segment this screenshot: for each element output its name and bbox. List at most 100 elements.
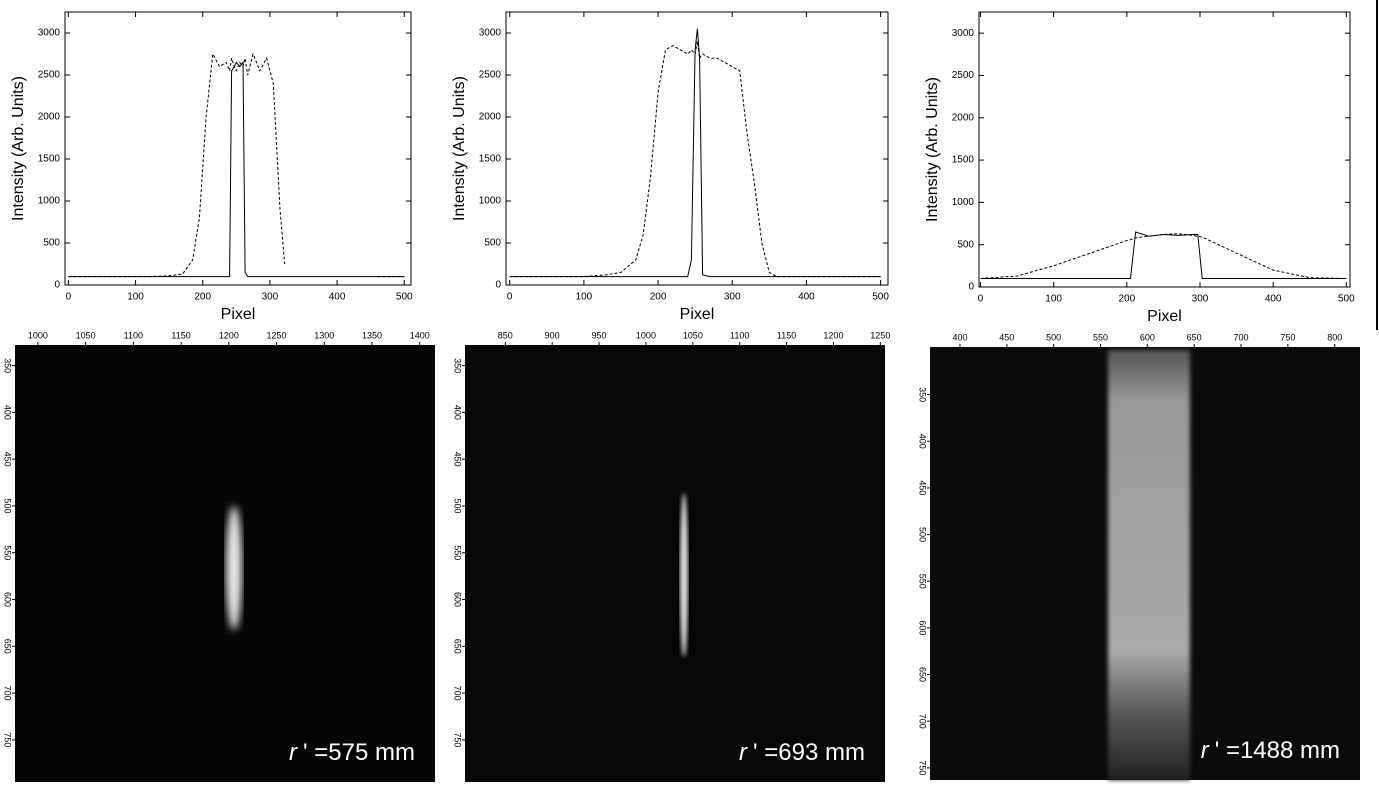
x-tick-label: 300 xyxy=(724,292,741,303)
x-tick-label: 1100 xyxy=(124,330,143,340)
series-line xyxy=(509,41,881,278)
x-tick-label: 200 xyxy=(1118,294,1135,305)
y-tick-label: 550 xyxy=(3,545,13,560)
x-axis-label: Pixel xyxy=(680,306,715,323)
y-tick-label: 600 xyxy=(453,592,463,607)
x-tick-label: 1200 xyxy=(823,330,843,340)
x-tick-label: 0 xyxy=(66,292,72,303)
x-tick-label: 1050 xyxy=(683,330,703,340)
x-tick-label: 500 xyxy=(396,292,413,303)
y-tick-label: 2500 xyxy=(952,70,975,81)
annotation-symbol: r xyxy=(289,739,298,766)
x-tick-label: 400 xyxy=(952,332,967,342)
x-tick-label: 100 xyxy=(1045,294,1062,305)
y-tick-label: 600 xyxy=(3,592,13,607)
y-tick-label: 500 xyxy=(484,238,501,249)
y-tick-label: 550 xyxy=(453,545,463,560)
x-tick-label: 400 xyxy=(1265,294,1282,305)
plot-frame xyxy=(64,11,412,286)
x-tick-label: 0 xyxy=(978,294,984,305)
plot-frame xyxy=(505,11,889,286)
image-background xyxy=(465,345,885,782)
x-tick-label: 200 xyxy=(194,292,211,303)
y-axis-label: Intensity (Arb. Units) xyxy=(451,76,468,221)
x-tick-label: 700 xyxy=(1234,332,1249,342)
y-tick-label: 750 xyxy=(453,732,463,747)
y-tick-label: 1500 xyxy=(479,154,502,165)
x-tick-label: 1100 xyxy=(730,330,749,340)
y-tick-label: 700 xyxy=(918,714,928,729)
y-tick-label: 1500 xyxy=(952,155,975,166)
y-tick-label: 1000 xyxy=(479,196,502,207)
x-tick-label: 1050 xyxy=(76,330,96,340)
y-tick-label: 400 xyxy=(3,405,13,420)
beam-spot xyxy=(226,506,242,630)
x-axis-label: Pixel xyxy=(221,306,256,323)
annotation-text: ' =1488 mm xyxy=(1215,737,1340,764)
x-tick-label: 300 xyxy=(1192,294,1209,305)
y-tick-label: 1000 xyxy=(38,196,61,207)
y-tick-label: 2500 xyxy=(38,70,61,81)
x-tick-label: 850 xyxy=(498,330,513,340)
y-tick-label: 650 xyxy=(3,639,13,654)
y-tick-label: 2500 xyxy=(479,70,502,81)
x-tick-label: 1250 xyxy=(267,330,287,340)
y-tick-label: 750 xyxy=(918,760,928,775)
y-tick-label: 3000 xyxy=(952,28,975,39)
series-line xyxy=(68,60,405,278)
annotation: r ' =575 mm xyxy=(289,739,415,766)
y-tick-label: 550 xyxy=(918,574,928,589)
y-tick-label: 2000 xyxy=(479,112,502,123)
y-tick-label: 750 xyxy=(3,732,13,747)
x-tick-label: 500 xyxy=(1338,294,1355,305)
y-tick-label: 700 xyxy=(3,686,13,701)
beam-band xyxy=(1108,350,1190,780)
y-tick-label: 600 xyxy=(918,620,928,635)
y-tick-label: 2000 xyxy=(38,112,61,123)
y-tick-label: 500 xyxy=(918,527,928,542)
x-tick-label: 200 xyxy=(650,292,667,303)
y-tick-label: 450 xyxy=(453,452,463,467)
y-tick-label: 1000 xyxy=(952,197,975,208)
y-tick-label: 650 xyxy=(453,639,463,654)
beam-spot xyxy=(680,493,688,657)
y-tick-label: 450 xyxy=(3,452,13,467)
x-tick-label: 100 xyxy=(127,292,144,303)
x-tick-label: 1000 xyxy=(28,330,48,340)
x-tick-label: 1150 xyxy=(777,330,796,340)
y-tick-label: 350 xyxy=(3,358,13,373)
image-background xyxy=(15,345,435,782)
y-tick-label: 2000 xyxy=(952,112,975,123)
y-tick-label: 0 xyxy=(495,280,501,291)
annotation: r ' =1488 mm xyxy=(1201,737,1340,764)
x-tick-label: 750 xyxy=(1280,332,1295,342)
series-line xyxy=(509,28,881,278)
y-tick-label: 0 xyxy=(968,282,974,293)
y-tick-label: 450 xyxy=(918,480,928,495)
x-tick-label: 900 xyxy=(545,330,560,340)
annotation-text: ' =693 mm xyxy=(753,739,865,766)
x-tick-label: 950 xyxy=(592,330,607,340)
x-tick-label: 100 xyxy=(576,292,593,303)
x-tick-label: 650 xyxy=(1187,332,1202,342)
x-tick-label: 0 xyxy=(507,292,513,303)
x-tick-label: 1200 xyxy=(219,330,239,340)
plot-frame xyxy=(978,11,1351,288)
y-tick-label: 500 xyxy=(3,498,13,513)
x-tick-label: 500 xyxy=(1046,332,1061,342)
y-tick-label: 350 xyxy=(453,358,463,373)
annotation-symbol: r xyxy=(1201,737,1210,764)
x-tick-label: 1350 xyxy=(362,330,382,340)
x-axis-label: Pixel xyxy=(1147,308,1182,325)
y-axis-label: Intensity (Arb. Units) xyxy=(10,76,27,221)
x-tick-label: 1150 xyxy=(171,330,190,340)
annotation-text: ' =575 mm xyxy=(303,739,415,766)
annotation: r ' =693 mm xyxy=(739,739,865,766)
x-tick-label: 450 xyxy=(999,332,1014,342)
x-tick-label: 800 xyxy=(1327,332,1342,342)
x-tick-label: 1300 xyxy=(314,330,334,340)
x-tick-label: 1400 xyxy=(410,330,430,340)
y-tick-label: 1500 xyxy=(38,154,61,165)
y-tick-label: 3000 xyxy=(479,28,502,39)
y-tick-label: 0 xyxy=(54,280,60,291)
